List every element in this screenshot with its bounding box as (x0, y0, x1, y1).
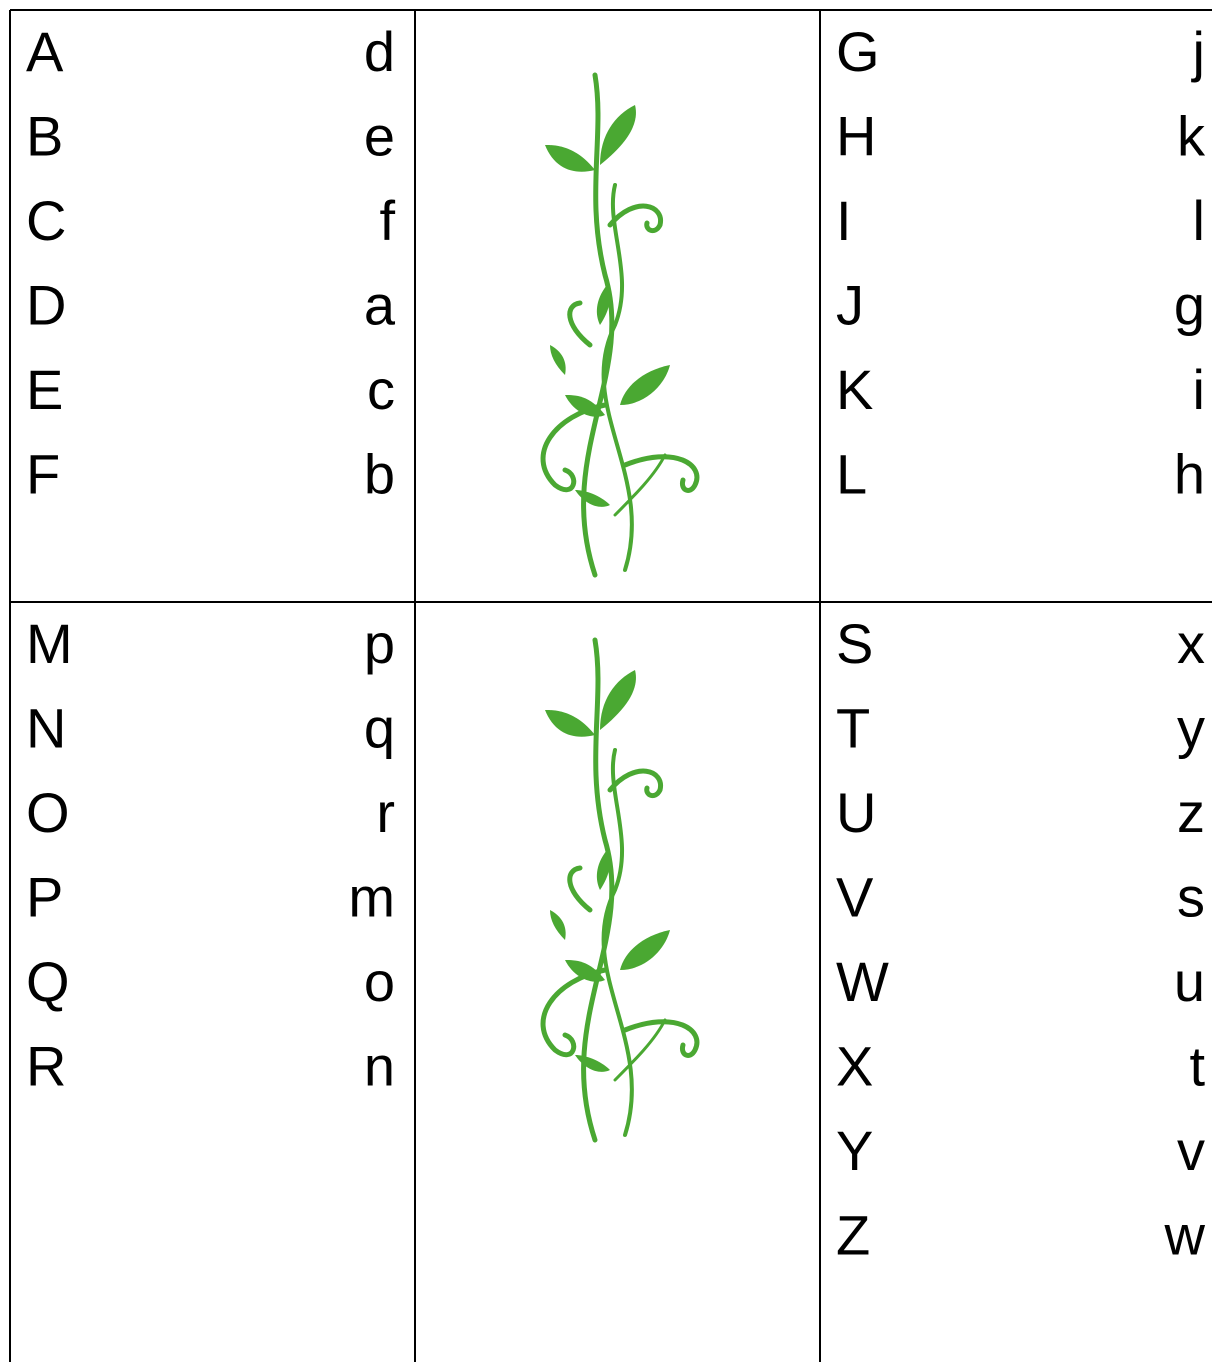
uppercase-letter: R (26, 1034, 66, 1097)
lowercase-letter: y (1177, 696, 1205, 759)
vine-illustration (543, 640, 697, 1140)
lowercase-letter: n (364, 1034, 395, 1097)
uppercase-letter: Y (836, 1119, 873, 1182)
lowercase-letter: c (367, 358, 395, 421)
lowercase-letter: q (364, 696, 395, 759)
vine-illustration (543, 75, 697, 575)
lowercase-letter: t (1189, 1034, 1205, 1097)
uppercase-letter: I (836, 189, 852, 252)
uppercase-letter: E (26, 358, 63, 421)
lowercase-letter: b (364, 442, 395, 505)
uppercase-letter: P (26, 865, 63, 928)
lowercase-letter: f (379, 189, 395, 252)
lowercase-letter: h (1174, 442, 1205, 505)
uppercase-letter: F (26, 442, 60, 505)
lowercase-letter: s (1177, 865, 1205, 928)
uppercase-letter: G (836, 20, 880, 83)
lowercase-letter: v (1177, 1119, 1205, 1182)
uppercase-letter: D (26, 273, 66, 336)
lowercase-letter: x (1177, 612, 1205, 675)
uppercase-letter: K (836, 358, 873, 421)
lowercase-letter: o (364, 950, 395, 1013)
uppercase-letter: B (26, 104, 63, 167)
lowercase-letter: w (1164, 1203, 1206, 1266)
uppercase-letter: H (836, 104, 876, 167)
uppercase-letter: W (836, 950, 889, 1013)
uppercase-letter: C (26, 189, 66, 252)
lowercase-letter: e (364, 104, 395, 167)
uppercase-letter: T (836, 696, 870, 759)
uppercase-letter: N (26, 696, 66, 759)
uppercase-letter: X (836, 1034, 873, 1097)
uppercase-letter: Z (836, 1203, 870, 1266)
lowercase-letter: k (1177, 104, 1206, 167)
uppercase-letter: S (836, 612, 873, 675)
lowercase-letter: u (1174, 950, 1205, 1013)
uppercase-letter: M (26, 612, 73, 675)
lowercase-letter: m (348, 865, 395, 928)
uppercase-letter: U (836, 781, 876, 844)
uppercase-letter: L (836, 442, 867, 505)
lowercase-letter: z (1177, 781, 1205, 844)
lowercase-letter: g (1174, 273, 1205, 336)
uppercase-letter: A (26, 20, 64, 83)
lowercase-letter: a (364, 273, 396, 336)
lowercase-letter: i (1193, 358, 1205, 421)
lowercase-letter: p (364, 612, 395, 675)
lowercase-letter: j (1191, 20, 1205, 83)
lowercase-letter: r (376, 781, 395, 844)
lowercase-letter: l (1193, 189, 1205, 252)
uppercase-letter: J (836, 273, 864, 336)
uppercase-letter: V (836, 865, 874, 928)
uppercase-letter: O (26, 781, 70, 844)
lowercase-letter: d (364, 20, 395, 83)
uppercase-letter: Q (26, 950, 70, 1013)
